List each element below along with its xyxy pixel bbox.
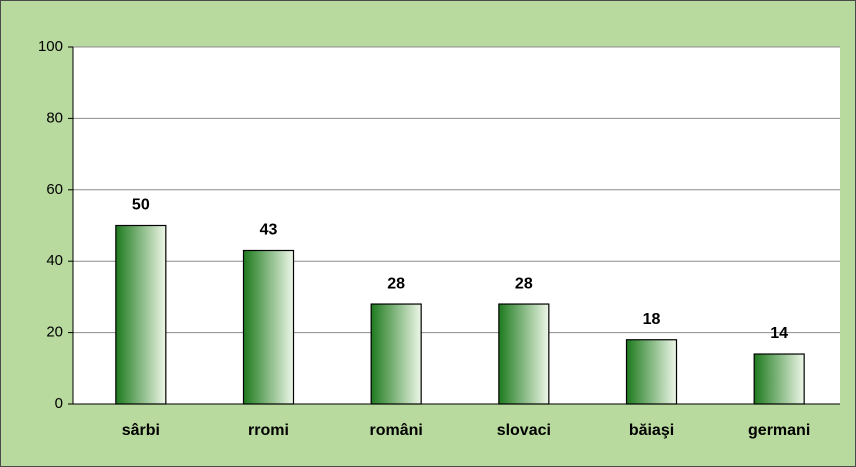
x-tick-label: germani xyxy=(748,422,810,439)
bar xyxy=(370,303,422,405)
y-tick-label: 100 xyxy=(38,38,63,55)
x-tick-label: sârbi xyxy=(122,422,160,439)
plot-area xyxy=(73,47,840,404)
y-tick-label: 20 xyxy=(46,324,63,341)
y-tick-label: 40 xyxy=(46,252,63,269)
data-label: 43 xyxy=(260,222,278,239)
data-label: 14 xyxy=(770,325,788,342)
x-tick-label: slovaci xyxy=(497,422,551,439)
data-label: 28 xyxy=(515,275,533,292)
data-label: 28 xyxy=(387,275,405,292)
bar xyxy=(242,249,295,405)
bar xyxy=(115,224,167,405)
x-tick-label: băiaşi xyxy=(629,422,674,439)
x-tick-label: rromi xyxy=(248,422,289,439)
y-tick-label: 60 xyxy=(46,181,63,198)
bar xyxy=(753,353,805,405)
x-tick-label: români xyxy=(369,422,422,439)
bar xyxy=(498,303,550,405)
data-label: 50 xyxy=(132,197,150,214)
bar xyxy=(625,339,678,405)
data-label: 18 xyxy=(643,311,661,328)
y-tick-label: 0 xyxy=(55,395,63,412)
y-tick-label: 80 xyxy=(46,109,63,126)
